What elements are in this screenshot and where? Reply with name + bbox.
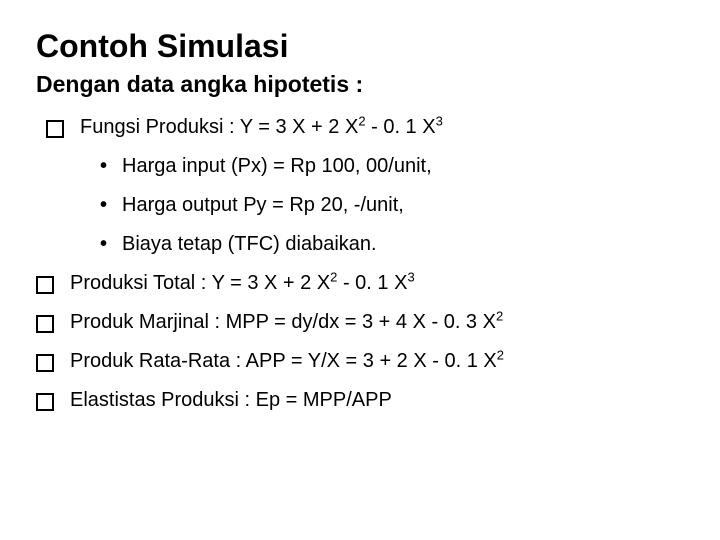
text-produk-rata: Produk Rata-Rata : APP = Y/X = 3 + 2 X -…: [70, 350, 504, 373]
text-elastisitas: Elastistas Produksi : Ep = MPP/APP: [70, 389, 392, 412]
bullet-elastisitas: Elastistas Produksi : Ep = MPP/APP: [36, 389, 684, 412]
bullet-fungsi-produksi: Fungsi Produksi : Y = 3 X + 2 X2 - 0. 1 …: [46, 116, 684, 139]
slide-subtitle: Dengan data angka hipotetis :: [36, 71, 684, 98]
text-harga-output: Harga output Py = Rp 20, -/unit,: [122, 194, 404, 217]
square-bullet-icon: [46, 120, 64, 138]
subitem-harga-input: • Harga input (Px) = Rp 100, 00/unit,: [100, 155, 684, 178]
dot-bullet-icon: •: [100, 233, 122, 256]
bullet-produk-marjinal: Produk Marjinal : MPP = dy/dx = 3 + 4 X …: [36, 311, 684, 334]
bullet-produksi-total: Produksi Total : Y = 3 X + 2 X2 - 0. 1 X…: [36, 272, 684, 295]
text-produksi-total: Produksi Total : Y = 3 X + 2 X2 - 0. 1 X…: [70, 272, 415, 295]
subitem-harga-output: • Harga output Py = Rp 20, -/unit,: [100, 194, 684, 217]
bullet-produk-rata: Produk Rata-Rata : APP = Y/X = 3 + 2 X -…: [36, 350, 684, 373]
square-bullet-icon: [36, 393, 54, 411]
square-bullet-icon: [36, 276, 54, 294]
subitem-biaya-tetap: • Biaya tetap (TFC) diabaikan.: [100, 233, 684, 256]
dot-bullet-icon: •: [100, 194, 122, 217]
dot-bullet-icon: •: [100, 155, 122, 178]
slide-title: Contoh Simulasi: [36, 28, 684, 65]
square-bullet-icon: [36, 354, 54, 372]
square-bullet-icon: [36, 315, 54, 333]
text-fungsi-produksi: Fungsi Produksi : Y = 3 X + 2 X2 - 0. 1 …: [80, 116, 443, 139]
text-biaya-tetap: Biaya tetap (TFC) diabaikan.: [122, 233, 377, 256]
text-produk-marjinal: Produk Marjinal : MPP = dy/dx = 3 + 4 X …: [70, 311, 503, 334]
text-harga-input: Harga input (Px) = Rp 100, 00/unit,: [122, 155, 432, 178]
